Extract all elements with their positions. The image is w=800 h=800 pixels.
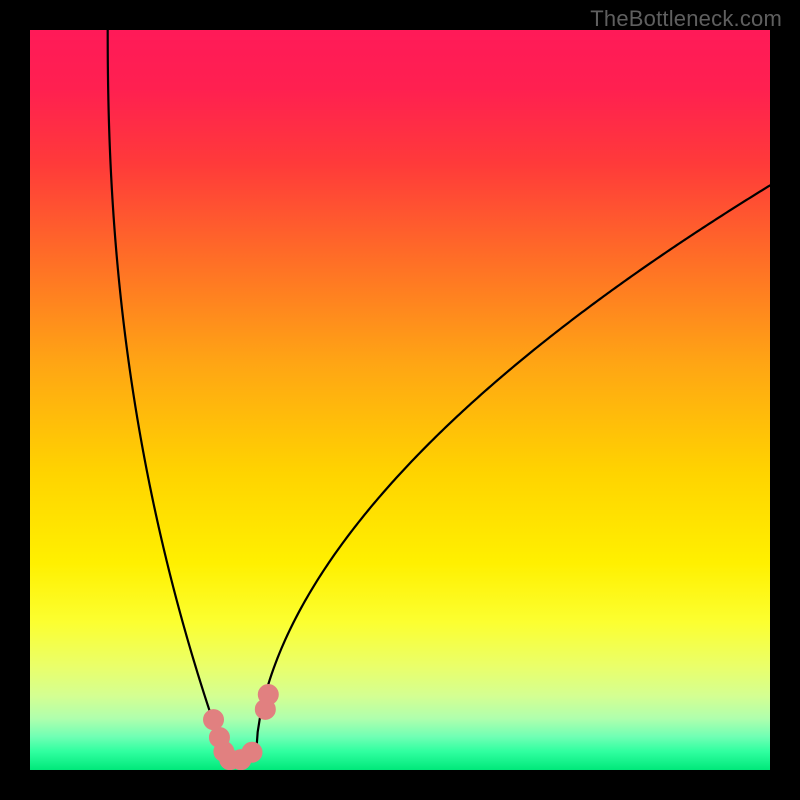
bottleneck-chart xyxy=(30,30,770,770)
watermark-text: TheBottleneck.com xyxy=(590,6,782,32)
plot-area xyxy=(30,30,770,770)
chart-frame: TheBottleneck.com xyxy=(0,0,800,800)
gradient-background xyxy=(30,30,770,770)
valley-marker xyxy=(258,685,278,705)
valley-marker xyxy=(204,710,224,730)
valley-marker xyxy=(242,742,262,762)
